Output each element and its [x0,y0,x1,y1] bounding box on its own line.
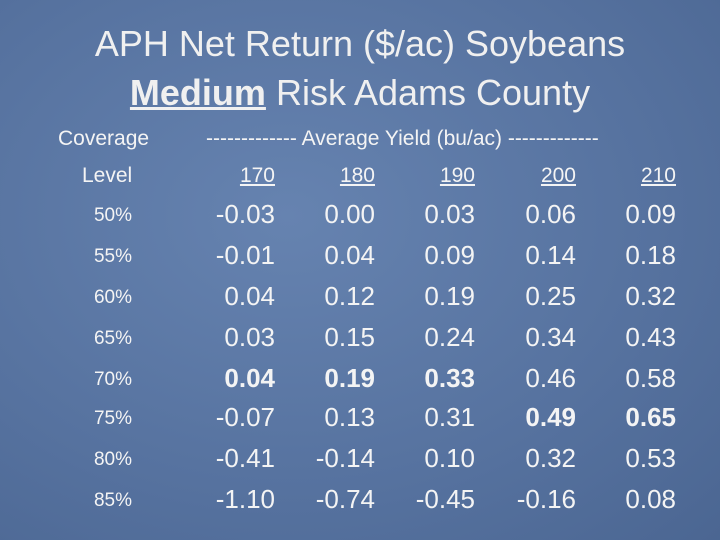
table-cell: 0.14 [525,240,576,270]
column-header: 190 [439,164,475,187]
table-cell: 0.32 [525,443,576,473]
table-cell: -0.45 [415,484,475,514]
table-cell: -1.10 [215,484,275,514]
table-cell: 0.00 [324,199,375,229]
table-cell: 0.65 [625,402,676,432]
table-cell: 0.03 [424,199,475,229]
table-cell: 0.46 [525,363,576,393]
coverage-level: 60% [93,287,132,308]
coverage-header: Coverage [58,127,150,150]
column-header: 180 [339,164,375,187]
coverage-level: 70% [93,369,132,390]
table-cell: -0.16 [516,484,576,514]
coverage-level: 80% [93,449,132,470]
table-cell: 0.19 [324,363,375,393]
table-cell: -0.07 [215,402,275,432]
table-cell: 0.58 [625,363,676,393]
yield-header: ------------- Average Yield (bu/ac) ----… [206,127,599,150]
coverage-level: 55% [93,246,132,267]
coverage-level: 50% [93,205,132,226]
coverage-level: 65% [93,328,132,349]
table-cell: -0.41 [215,443,275,473]
table-cell: 0.10 [424,443,475,473]
column-header: 170 [239,164,275,187]
title-line-1: APH Net Return ($/ac) Soybeans [94,23,626,64]
coverage-level: 85% [93,490,132,511]
table-cell: 0.04 [324,240,375,270]
table-cell: 0.12 [324,281,375,311]
table-cell: 0.32 [625,281,676,311]
table-cell: 0.19 [424,281,475,311]
table-cell: 0.49 [525,402,576,432]
coverage-level: 75% [93,408,132,429]
table-cell: 0.06 [525,199,576,229]
level-header: Level [82,164,133,187]
title-rest: Risk Adams County [275,72,591,113]
table-cell: 0.33 [424,363,475,393]
table-cell: 0.24 [424,322,475,352]
table-cell: -0.14 [315,443,375,473]
table-cell: 0.04 [224,363,275,393]
table-cell: -0.74 [315,484,375,514]
table-cell: -0.03 [215,199,275,229]
table-cell: 0.09 [625,199,676,229]
table-cell: 0.43 [625,322,676,352]
table-cell: 0.18 [625,240,676,270]
table-cell: 0.31 [424,402,475,432]
table-cell: 0.09 [424,240,475,270]
table-cell: 0.25 [525,281,576,311]
table-cell: 0.13 [324,402,375,432]
title-emphasis: Medium [129,72,266,113]
title-line-2: Medium Risk Adams County [0,75,720,111]
table-cell: 0.53 [625,443,676,473]
table-cell: 0.15 [324,322,375,352]
table-cell: 0.34 [525,322,576,352]
table-cell: 0.08 [625,484,676,514]
table-cell: 0.03 [224,322,275,352]
column-header: 200 [540,164,576,187]
column-header: 210 [640,164,676,187]
table-cell: -0.01 [215,240,275,270]
table-cell: 0.04 [224,281,275,311]
